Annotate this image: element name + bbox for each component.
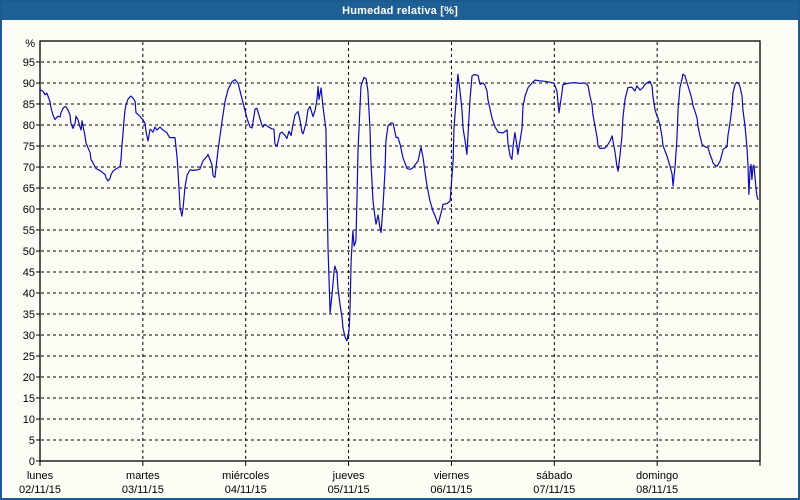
- y-axis-label: 65: [23, 183, 35, 195]
- x-axis-date-label: 05/11/15: [328, 484, 370, 496]
- x-axis-day-label: viernes: [434, 470, 470, 482]
- y-axis-label: 70: [23, 162, 35, 174]
- x-axis-day-label: domingo: [636, 470, 678, 482]
- y-axis-label: 10: [23, 414, 35, 426]
- y-axis-label: 45: [23, 267, 35, 279]
- y-axis-label: 90: [23, 78, 35, 90]
- y-axis-label: 50: [23, 246, 35, 258]
- y-axis-label: 35: [23, 309, 35, 321]
- y-axis-label: 15: [23, 393, 35, 405]
- x-axis-day-label: jueves: [332, 470, 365, 482]
- y-axis-label: 95: [23, 57, 35, 69]
- x-axis-date-label: 03/11/15: [122, 484, 164, 496]
- y-axis-label: 80: [23, 120, 35, 132]
- x-axis-day-label: miércoles: [222, 470, 270, 482]
- y-axis-label: 30: [23, 330, 35, 342]
- x-axis-date-label: 06/11/15: [430, 484, 472, 496]
- x-axis-date-label: 04/11/15: [225, 484, 267, 496]
- y-axis-unit-label: %: [25, 38, 35, 50]
- x-axis-day-label: lunes: [27, 470, 54, 482]
- y-axis-label: 60: [23, 204, 35, 216]
- y-axis-label: 25: [23, 351, 35, 363]
- y-axis-label: 75: [23, 141, 35, 153]
- y-axis-label: 20: [23, 372, 35, 384]
- x-axis-date-label: 02/11/15: [19, 484, 61, 496]
- plot-frame: [39, 40, 761, 462]
- y-axis-label: 5: [29, 435, 35, 447]
- chart-title-bar: Humedad relativa [%]: [2, 2, 798, 20]
- x-axis-date-label: 08/11/15: [636, 484, 678, 496]
- y-axis-label: 40: [23, 288, 35, 300]
- x-axis-day-label: martes: [126, 470, 160, 482]
- y-axis-label: 85: [23, 99, 35, 111]
- y-axis-label: 0: [29, 456, 35, 468]
- chart-title: Humedad relativa [%]: [342, 5, 458, 17]
- humidity-line: [39, 73, 759, 342]
- y-axis-label: 55: [23, 225, 35, 237]
- x-axis-date-label: 07/11/15: [533, 484, 575, 496]
- x-axis-day-label: sábado: [536, 470, 572, 482]
